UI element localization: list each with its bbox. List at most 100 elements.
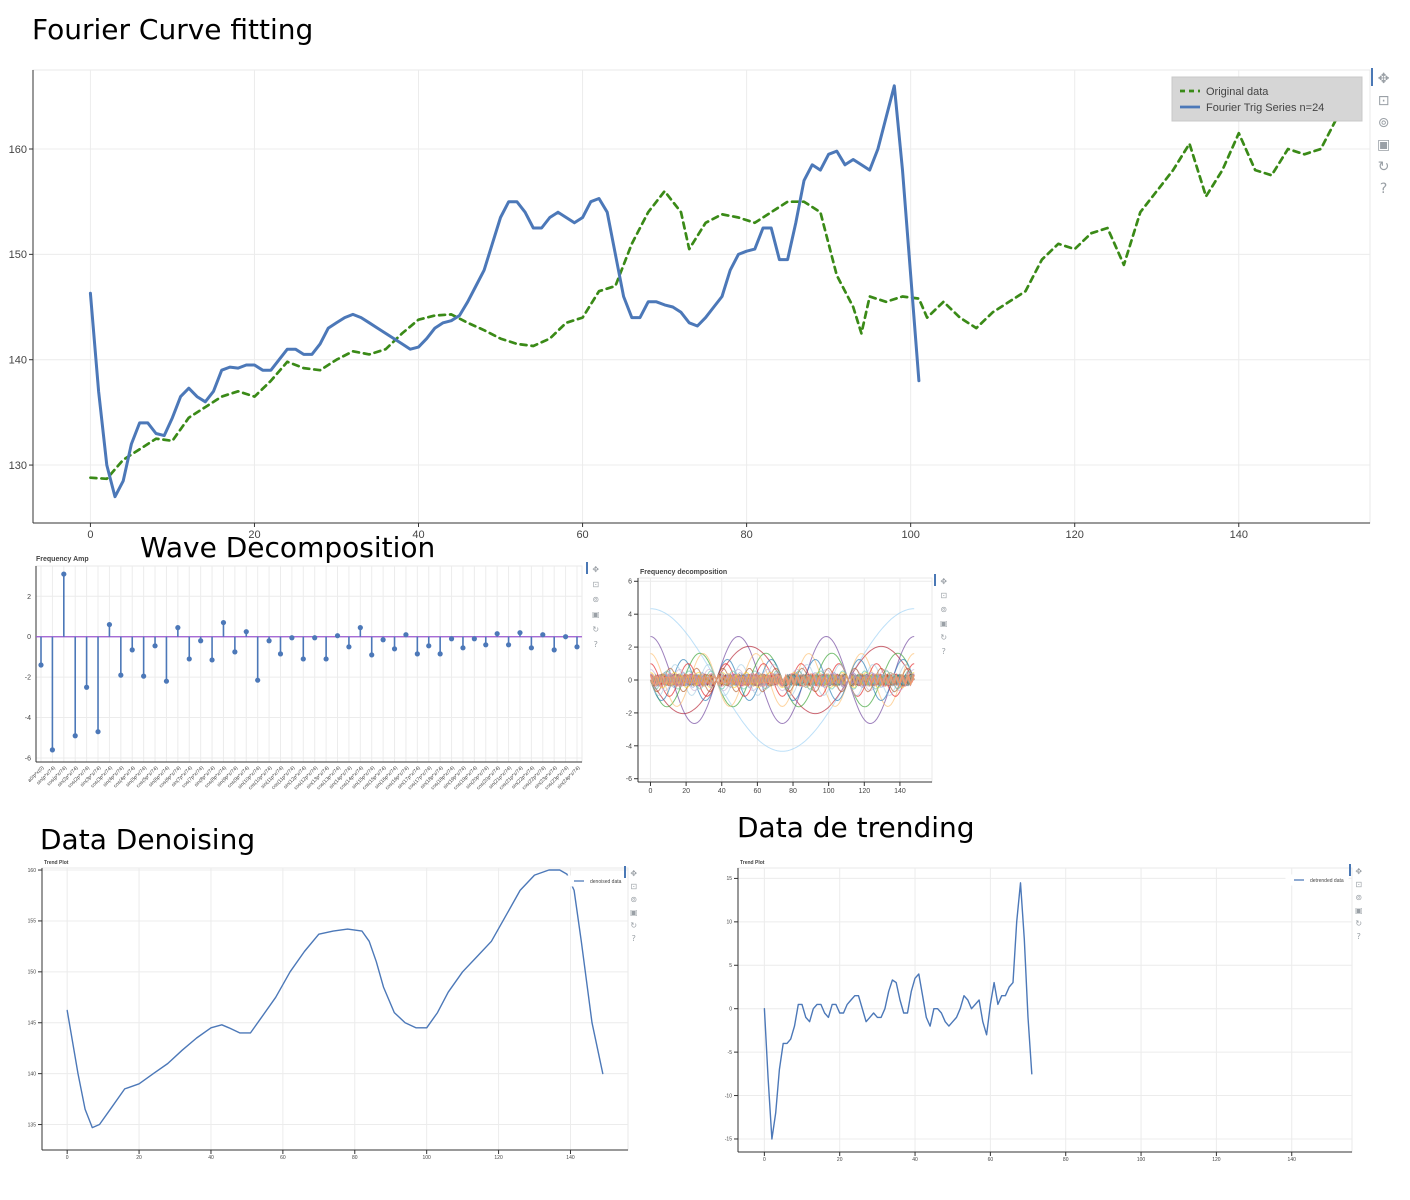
x-tick-label: 20 [136, 1155, 142, 1161]
component-line [650, 673, 915, 687]
wheel-zoom-icon[interactable]: ⊚ [630, 895, 638, 904]
y-tick-label: -5 [728, 1050, 733, 1056]
stem-marker [266, 638, 272, 644]
chart-title: Frequency decomposition [640, 569, 727, 576]
stem-marker [426, 643, 432, 649]
x-tick-label: 80 [740, 529, 752, 541]
box-zoom-icon[interactable]: ⊡ [940, 591, 948, 600]
frequency-amp-chart[interactable]: -6 -4 -2 0 2 Frequency Amp a0/p*x(0) sin(p*x/74… [0, 548, 610, 810]
frequency-decomposition-chart[interactable]: 0 20 40 60 80 100 120 140 -6 -4 -2 0 2 4 6 Frequency de… [610, 560, 970, 800]
denoise-chart[interactable]: 0 20 40 60 80 100 120 140 135 140 145 150 155 160 Tren… [0, 856, 660, 1166]
y-tick-label: 0 [628, 677, 632, 684]
wheel-zoom-icon[interactable]: ⊚ [592, 595, 600, 604]
stem-marker [141, 673, 147, 679]
help-icon[interactable]: ? [941, 647, 946, 656]
y-tick-label: 135 [28, 1122, 37, 1128]
plot-area [32, 69, 1371, 524]
stem-marker [300, 656, 306, 662]
y-tick-label: -4 [25, 715, 31, 722]
heading-fourier: Fourier Curve fitting [32, 13, 314, 46]
legend: Original data Fourier Trig Series n=24 [1171, 76, 1363, 122]
save-icon[interactable]: ▣ [940, 619, 948, 628]
stem-marker [175, 625, 181, 631]
stem-marker [61, 571, 67, 577]
box-zoom-icon[interactable]: ⊡ [1377, 93, 1390, 109]
series-line-0 [66, 869, 604, 1129]
y-tick-label: 140 [9, 355, 27, 367]
stem-marker [483, 642, 489, 648]
save-icon[interactable]: ▣ [1355, 906, 1363, 915]
x-tick-label: 120 [858, 788, 870, 795]
legend: detrended data [1285, 874, 1349, 886]
fourier-svg: 0 20 40 60 80 100 120 140 130 140 150 160 Original d… [9, 69, 1371, 541]
pan-icon[interactable]: ✥ [592, 565, 600, 574]
box-zoom-icon[interactable]: ⊡ [630, 882, 638, 891]
detrend-chart[interactable]: 0 20 40 60 80 100 120 140 -15 -10 -5 0 5 10 15 Trend Pl… [700, 850, 1380, 1170]
legend-label: denoised data [590, 879, 622, 885]
reset-icon[interactable]: ↻ [630, 921, 638, 930]
reset-icon[interactable]: ↻ [940, 633, 948, 642]
stem-marker [346, 644, 352, 650]
save-icon[interactable]: ▣ [592, 610, 600, 619]
stem-marker [391, 646, 398, 652]
reset-icon[interactable]: ↻ [1355, 919, 1363, 928]
y-tick-label: -6 [626, 776, 632, 783]
stem-marker [289, 635, 295, 641]
stem-marker [334, 633, 341, 639]
help-icon[interactable]: ? [1379, 181, 1388, 197]
x-tick-label: 100 [823, 788, 835, 795]
plot-area [35, 565, 583, 763]
wheel-zoom-icon[interactable]: ⊚ [940, 605, 948, 614]
wheel-zoom-icon[interactable]: ⊚ [1377, 115, 1390, 131]
stem-marker [209, 657, 215, 663]
y-tick-label: 160 [28, 868, 37, 874]
y-tick-label: 160 [9, 144, 27, 156]
component-line [650, 635, 915, 725]
y-tick-label: 130 [9, 460, 27, 472]
pan-icon[interactable]: ✥ [940, 577, 948, 586]
x-tick-label: 100 [423, 1155, 432, 1161]
wheel-zoom-icon[interactable]: ⊚ [1355, 893, 1363, 902]
pan-icon[interactable]: ✥ [630, 869, 638, 878]
x-tick-label: 120 [1212, 1157, 1221, 1163]
pan-icon[interactable]: ✥ [1355, 867, 1363, 876]
x-tick-label: 60 [280, 1155, 286, 1161]
toolbar-active-indicator [1349, 864, 1351, 876]
legend-box [565, 875, 627, 887]
heading-data-denoising: Data Denoising [40, 823, 256, 856]
save-icon[interactable]: ▣ [630, 908, 638, 917]
x-tick-label: 20 [837, 1157, 843, 1163]
stem-marker [494, 631, 500, 637]
x-tick-label: 60 [988, 1157, 994, 1163]
freq_decomp-svg: 0 20 40 60 80 100 120 140 -6 -4 -2 0 2 4 6 Frequency de… [626, 569, 933, 795]
toolbar-active-indicator [934, 574, 936, 586]
y-tick-label: -6 [25, 755, 31, 762]
x-tick-label: 140 [894, 788, 906, 795]
stem-marker [232, 649, 238, 655]
help-icon[interactable]: ? [631, 934, 636, 943]
y-tick-label: 150 [28, 970, 37, 976]
help-icon[interactable]: ? [1356, 932, 1361, 941]
plot-area [737, 867, 1353, 1153]
stem-marker [277, 651, 284, 657]
box-zoom-icon[interactable]: ⊡ [1355, 880, 1363, 889]
x-tick-label: 40 [718, 788, 726, 795]
legend-box [1171, 76, 1363, 122]
save-icon[interactable]: ▣ [1377, 137, 1391, 153]
x-tick-label: 0 [763, 1157, 766, 1163]
y-tick-label: 5 [729, 963, 732, 969]
x-tick-label: 0 [649, 788, 653, 795]
x-tick-label: 20 [682, 788, 690, 795]
y-tick-label: 4 [628, 612, 632, 619]
help-icon[interactable]: ? [593, 640, 598, 649]
reset-icon[interactable]: ↻ [1377, 159, 1390, 175]
x-tick-label: 80 [789, 788, 797, 795]
x-tick-label: 80 [352, 1155, 358, 1161]
chart-toolbar: ✥ ⊡ ⊚ ▣ ↻? [592, 566, 600, 656]
y-tick-label: 150 [9, 249, 27, 261]
stem-marker [312, 635, 318, 641]
box-zoom-icon[interactable]: ⊡ [592, 580, 600, 589]
pan-icon[interactable]: ✥ [1377, 71, 1390, 87]
fourier-chart[interactable]: 0 20 40 60 80 100 120 140 130 140 150 160 Original d… [0, 60, 1410, 548]
reset-icon[interactable]: ↻ [592, 625, 600, 634]
